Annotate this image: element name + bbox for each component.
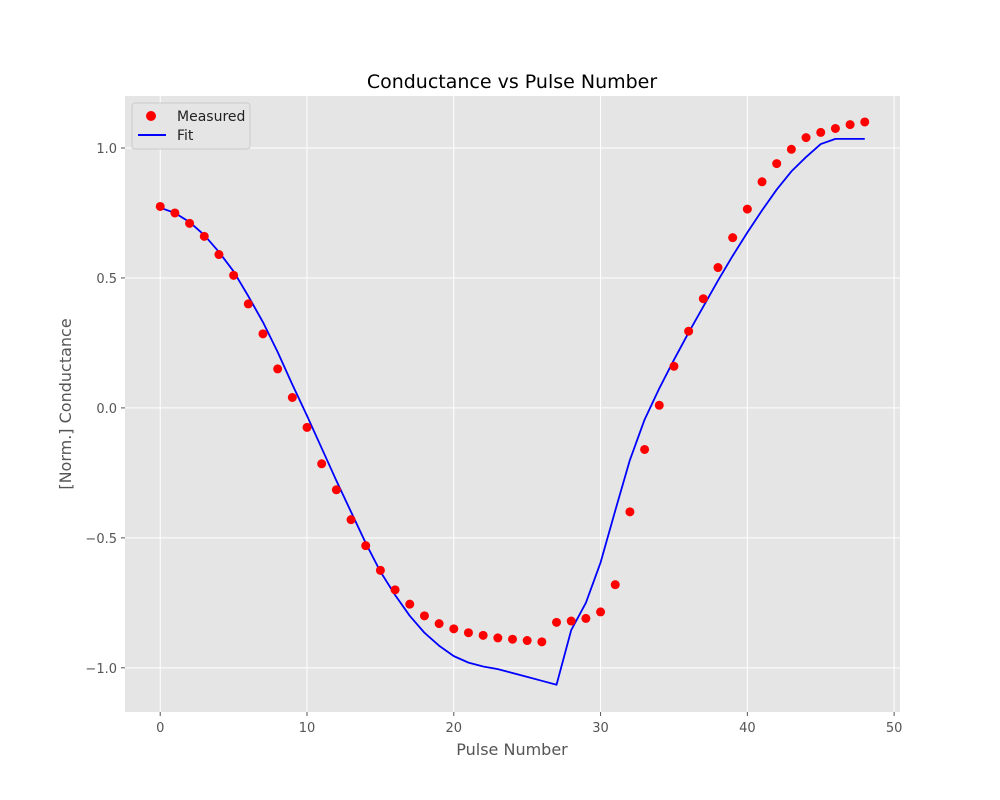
measured-point — [405, 599, 415, 609]
measured-point — [478, 630, 488, 640]
measured-point — [772, 159, 782, 169]
plot-background — [125, 96, 900, 712]
measured-point — [728, 233, 738, 243]
legend-fit-label: Fit — [177, 128, 194, 144]
x-tick-label: 50 — [886, 721, 903, 736]
measured-point — [375, 565, 385, 575]
measured-point — [742, 204, 752, 214]
measured-point — [801, 133, 811, 143]
measured-point — [698, 294, 708, 304]
measured-point — [566, 616, 576, 626]
measured-point — [170, 208, 180, 218]
measured-point — [537, 637, 547, 647]
y-axis-label: [Norm.] Conductance — [56, 318, 75, 489]
measured-point — [302, 422, 312, 432]
chart-title: Conductance vs Pulse Number — [367, 71, 658, 93]
measured-point — [845, 120, 855, 130]
measured-point — [654, 400, 664, 410]
measured-point — [508, 634, 517, 644]
measured-point — [361, 541, 371, 551]
measured-point — [287, 393, 297, 403]
measured-point — [830, 123, 840, 133]
x-tick-label: 20 — [446, 721, 463, 736]
measured-point — [155, 201, 165, 211]
fit-line-layer — [159, 137, 865, 686]
legend-measured-label: Measured — [177, 109, 245, 125]
x-tick-label: 30 — [592, 721, 609, 736]
measured-point — [199, 231, 209, 241]
measured-point — [419, 611, 429, 621]
measured-point — [610, 580, 620, 590]
measured-point — [346, 515, 356, 525]
measured-point — [434, 619, 444, 629]
measured-point — [757, 177, 767, 187]
x-tick-label: 10 — [299, 721, 316, 736]
measured-point — [816, 127, 826, 137]
measured-point — [185, 218, 195, 228]
x-tick-label: 0 — [156, 721, 164, 736]
measured-point — [713, 263, 723, 273]
y-tick-label: 0.0 — [96, 402, 117, 417]
measured-point — [860, 117, 870, 127]
legend-box — [131, 102, 251, 150]
x-tick-label: 40 — [739, 721, 756, 736]
legend: Measured Fit — [131, 102, 251, 150]
measured-point — [214, 250, 224, 260]
y-tick-label: −0.5 — [85, 532, 117, 547]
measured-points-layer — [155, 117, 870, 647]
measured-point — [684, 326, 694, 336]
measured-point — [625, 507, 635, 517]
measured-point — [273, 364, 283, 374]
y-tick-label: −1.0 — [85, 662, 117, 677]
measured-point — [463, 628, 473, 638]
x-axis: 0 10 20 30 40 50 — [156, 712, 902, 736]
measured-point — [581, 613, 591, 623]
measured-point — [390, 585, 400, 595]
measured-point — [229, 270, 239, 280]
measured-point — [258, 329, 268, 339]
y-tick-label: 1.0 — [96, 142, 117, 157]
measured-point — [522, 636, 532, 646]
y-axis: −1.0 −0.5 0.0 0.5 1.0 — [85, 142, 125, 677]
measured-point — [552, 617, 562, 627]
measured-point — [786, 144, 796, 154]
x-axis-label: Pulse Number — [456, 740, 568, 759]
fit-series-line — [159, 137, 865, 686]
legend-measured-marker — [146, 111, 156, 121]
measured-point — [243, 299, 253, 309]
measured-point — [640, 444, 650, 454]
measured-point — [317, 459, 327, 469]
measured-point — [331, 485, 341, 495]
measured-point — [669, 361, 679, 371]
y-tick-label: 0.5 — [96, 272, 117, 287]
measured-point — [596, 607, 606, 617]
measured-point — [449, 624, 459, 634]
measured-point — [493, 633, 503, 643]
grid — [125, 96, 900, 712]
